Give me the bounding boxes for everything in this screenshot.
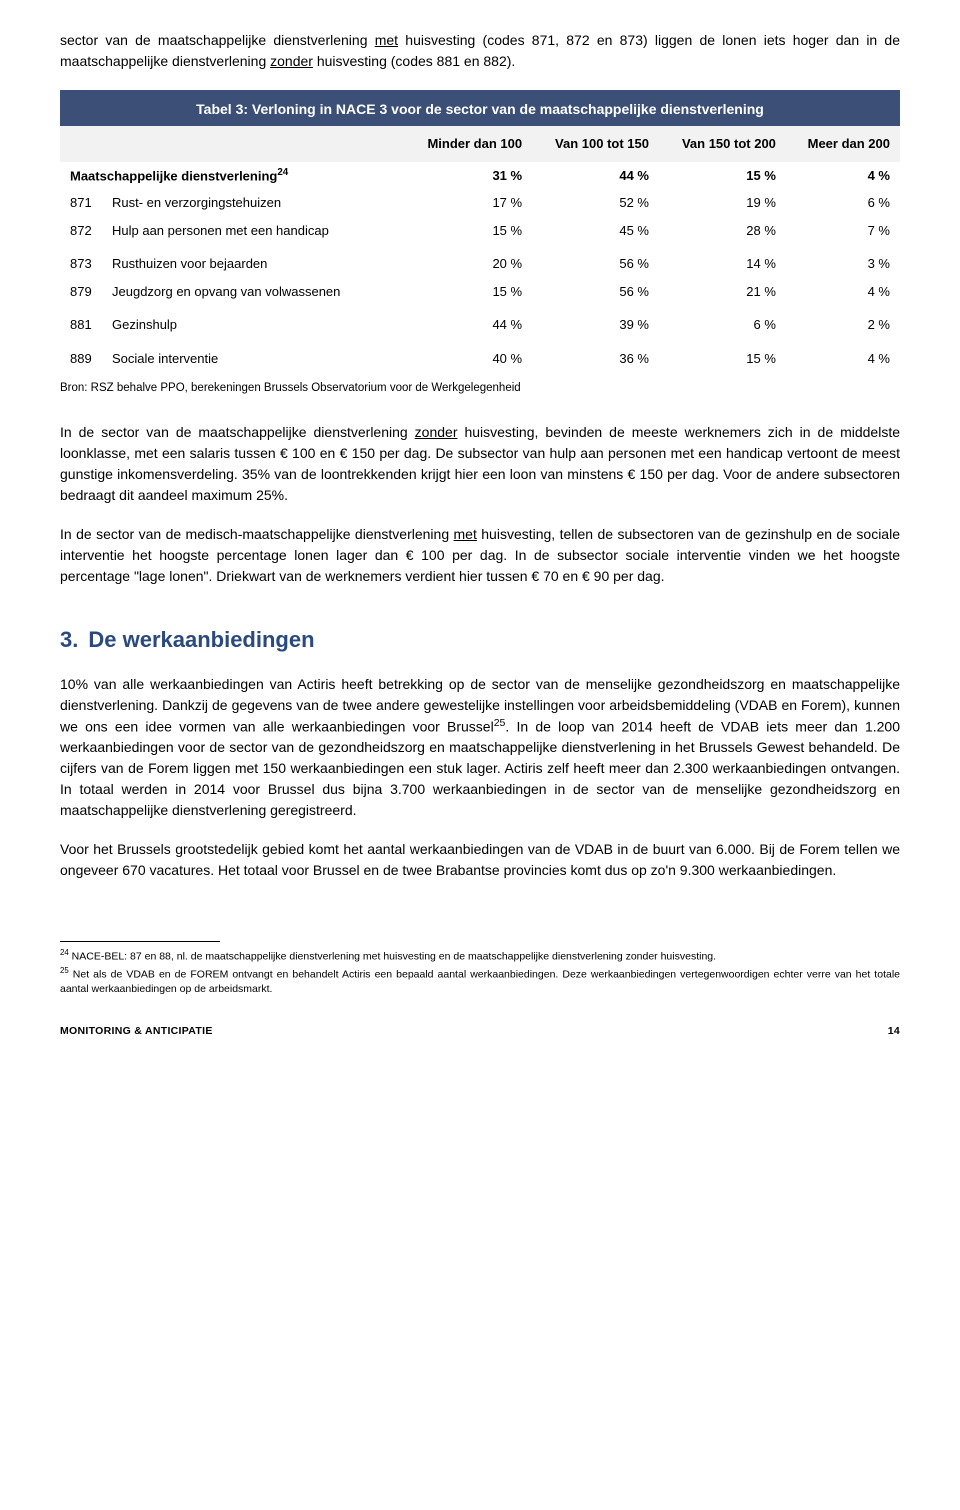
paragraph-2: In de sector van de maatschappelijke die… xyxy=(60,422,900,506)
cell: 36 % xyxy=(532,339,659,373)
cell: 56 % xyxy=(532,278,659,306)
col-header: Van 150 tot 200 xyxy=(659,126,786,162)
table-header-row: Maatschappelijke dienstverlening2431 %44… xyxy=(60,162,900,190)
footnote-separator xyxy=(60,941,220,942)
table-row: 873Rusthuizen voor bejaarden20 %56 %14 %… xyxy=(60,244,900,278)
cell: 28 % xyxy=(659,217,786,245)
row-code: 871 xyxy=(60,189,102,217)
cell: 6 % xyxy=(659,305,786,339)
underline-zonder: zonder xyxy=(415,424,458,440)
cell: 20 % xyxy=(404,244,532,278)
cell: 15 % xyxy=(659,339,786,373)
table-row: 872Hulp aan personen met een handicap15 … xyxy=(60,217,900,245)
table-row: 889Sociale interventie40 %36 %15 %4 % xyxy=(60,339,900,373)
row-label: Sociale interventie xyxy=(102,339,404,373)
footnote-num: 25 xyxy=(60,966,69,975)
cell: 19 % xyxy=(659,189,786,217)
row-label: Rusthuizen voor bejaarden xyxy=(102,244,404,278)
section-heading: 3. De werkaanbiedingen xyxy=(60,623,900,656)
cell: 31 % xyxy=(404,162,532,190)
row-label: Rust- en verzorgingstehuizen xyxy=(102,189,404,217)
row-code: 889 xyxy=(60,339,102,373)
footnote-num: 24 xyxy=(60,948,69,957)
underline-met: met xyxy=(375,32,398,48)
row-code: 879 xyxy=(60,278,102,306)
blank-header xyxy=(60,126,102,162)
cell: 52 % xyxy=(532,189,659,217)
footnote-ref-24: 24 xyxy=(277,167,288,178)
underline-met: met xyxy=(454,526,477,542)
row-label: Hulp aan personen met een handicap xyxy=(102,217,404,245)
cell: 15 % xyxy=(659,162,786,190)
page-number: 14 xyxy=(888,1024,900,1040)
paragraph-3: In de sector van de medisch-maatschappel… xyxy=(60,524,900,587)
section-number: 3. xyxy=(60,627,78,652)
footnotes: 24 NACE-BEL: 87 en 88, nl. de maatschapp… xyxy=(60,948,900,996)
paragraph-4: 10% van alle werkaanbiedingen van Actiri… xyxy=(60,674,900,822)
row-code: 873 xyxy=(60,244,102,278)
footnote-25: 25 Net als de VDAB en de FOREM ontvangt … xyxy=(60,966,900,996)
underline-zonder: zonder xyxy=(270,53,313,69)
cell: 4 % xyxy=(786,278,900,306)
table-3: Tabel 3: Verloning in NACE 3 voor de sec… xyxy=(60,90,900,372)
cell: 40 % xyxy=(404,339,532,373)
col-header: Meer dan 200 xyxy=(786,126,900,162)
table-title: Tabel 3: Verloning in NACE 3 voor de sec… xyxy=(60,90,900,126)
cell: 44 % xyxy=(532,162,659,190)
cell: 39 % xyxy=(532,305,659,339)
footnote-ref-25: 25 xyxy=(494,717,506,729)
blank-header xyxy=(102,126,404,162)
text: In de sector van de maatschappelijke die… xyxy=(60,424,415,440)
cell: 4 % xyxy=(786,162,900,190)
col-header-row: Minder dan 100 Van 100 tot 150 Van 150 t… xyxy=(60,126,900,162)
cell: 45 % xyxy=(532,217,659,245)
cell: 7 % xyxy=(786,217,900,245)
footer-left: Monitoring & Anticipatie xyxy=(60,1024,213,1040)
row-code: 872 xyxy=(60,217,102,245)
row-label: Jeugdzorg en opvang van volwassenen xyxy=(102,278,404,306)
cell: 15 % xyxy=(404,278,532,306)
cell: 4 % xyxy=(786,339,900,373)
salary-table: Minder dan 100 Van 100 tot 150 Van 150 t… xyxy=(60,126,900,372)
row-label: Gezinshulp xyxy=(102,305,404,339)
cell: 56 % xyxy=(532,244,659,278)
cell: 3 % xyxy=(786,244,900,278)
col-header: Van 100 tot 150 xyxy=(532,126,659,162)
table-row: 881Gezinshulp44 %39 %6 %2 % xyxy=(60,305,900,339)
footnote-24: 24 NACE-BEL: 87 en 88, nl. de maatschapp… xyxy=(60,948,900,964)
table-row: 871Rust- en verzorgingstehuizen17 %52 %1… xyxy=(60,189,900,217)
text: In de sector van de medisch-maatschappel… xyxy=(60,526,454,542)
cell: 15 % xyxy=(404,217,532,245)
footnote-text: Net als de VDAB en de FOREM ontvangt en … xyxy=(60,968,900,994)
text: huisvesting (codes 881 en 882). xyxy=(313,53,515,69)
col-header: Minder dan 100 xyxy=(404,126,532,162)
intro-paragraph: sector van de maatschappelijke dienstver… xyxy=(60,30,900,72)
cell: 17 % xyxy=(404,189,532,217)
row-code: 881 xyxy=(60,305,102,339)
paragraph-5: Voor het Brussels grootstedelijk gebied … xyxy=(60,839,900,881)
cell: 44 % xyxy=(404,305,532,339)
page-footer: Monitoring & Anticipatie 14 xyxy=(60,1024,900,1040)
cell: 2 % xyxy=(786,305,900,339)
table-source: Bron: RSZ behalve PPO, berekeningen Brus… xyxy=(60,380,900,397)
cell: 6 % xyxy=(786,189,900,217)
table-row: 879Jeugdzorg en opvang van volwassenen15… xyxy=(60,278,900,306)
section-title: De werkaanbiedingen xyxy=(88,627,314,652)
row-label: Maatschappelijke dienstverlening24 xyxy=(60,162,404,190)
footnote-text: NACE-BEL: 87 en 88, nl. de maatschappeli… xyxy=(69,951,716,963)
text: sector van de maatschappelijke dienstver… xyxy=(60,32,375,48)
cell: 21 % xyxy=(659,278,786,306)
cell: 14 % xyxy=(659,244,786,278)
